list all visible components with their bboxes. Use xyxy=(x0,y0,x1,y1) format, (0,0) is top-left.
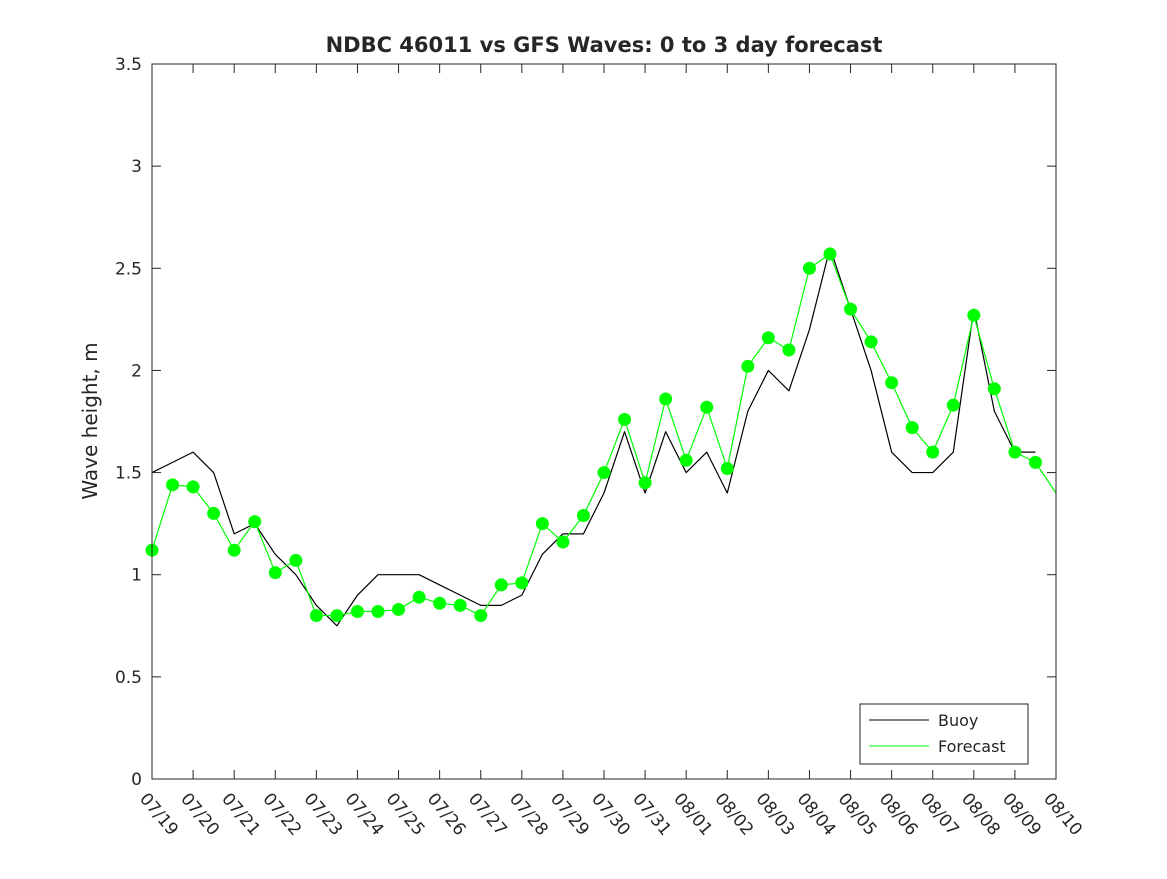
forecast-point xyxy=(268,566,282,580)
forecast-point xyxy=(761,331,775,345)
forecast-point xyxy=(474,609,488,623)
forecast-point xyxy=(659,392,673,406)
y-tick-label: 1 xyxy=(131,566,142,586)
forecast-point xyxy=(248,515,262,529)
forecast-point xyxy=(618,412,632,426)
forecast-point xyxy=(453,598,467,612)
forecast-point xyxy=(987,382,1001,396)
forecast-point xyxy=(679,453,693,467)
y-axis: 0 0.5 1 1.5 2 2.5 3 3.5 xyxy=(115,55,1056,790)
forecast-point xyxy=(700,400,714,414)
y-tick-label: 3 xyxy=(131,157,142,177)
legend-label-forecast: Forecast xyxy=(938,737,1006,756)
forecast-point xyxy=(638,476,652,490)
y-tick-label: 0.5 xyxy=(115,668,142,688)
forecast-point xyxy=(556,535,570,549)
forecast-point xyxy=(802,261,816,275)
forecast-point xyxy=(186,480,200,494)
y-tick-label: 1.5 xyxy=(115,464,142,484)
forecast-point xyxy=(946,398,960,412)
y-tick-label: 3.5 xyxy=(115,55,142,75)
forecast-point xyxy=(494,578,508,592)
forecast-point xyxy=(330,609,344,623)
forecast-point xyxy=(371,604,385,618)
forecast-point xyxy=(823,247,837,261)
forecast-point xyxy=(926,445,940,459)
forecast-point xyxy=(1028,455,1042,469)
forecast-point xyxy=(864,335,878,349)
forecast-point xyxy=(166,478,180,492)
legend: Buoy Forecast xyxy=(859,703,1029,765)
forecast-point xyxy=(433,596,447,610)
forecast-point xyxy=(412,590,426,604)
forecast-point xyxy=(207,506,221,520)
y-axis-label: Wave height, m xyxy=(78,342,102,499)
forecast-point xyxy=(289,553,303,567)
y-tick-label: 2 xyxy=(131,361,142,381)
series-line-buoy xyxy=(151,247,1036,627)
forecast-point xyxy=(782,343,796,357)
legend-label-buoy: Buoy xyxy=(938,711,978,730)
forecast-point xyxy=(309,609,323,623)
forecast-point xyxy=(741,359,755,373)
forecast-point xyxy=(597,466,611,480)
forecast-point xyxy=(576,508,590,522)
forecast-point xyxy=(844,302,858,316)
forecast-point xyxy=(905,421,919,435)
forecast-point xyxy=(392,602,406,616)
y-tick-label: 0 xyxy=(131,770,142,790)
forecast-point xyxy=(967,308,981,322)
forecast-point xyxy=(350,604,364,618)
forecast-point xyxy=(1008,445,1022,459)
y-tick-label: 2.5 xyxy=(115,259,142,279)
forecast-point xyxy=(885,376,899,390)
chart-title: NDBC 46011 vs GFS Waves: 0 to 3 day fore… xyxy=(326,33,883,57)
forecast-point xyxy=(535,517,549,531)
forecast-point xyxy=(515,576,529,590)
forecast-point xyxy=(720,461,734,475)
forecast-point xyxy=(227,543,241,557)
legend-box xyxy=(859,703,1029,765)
